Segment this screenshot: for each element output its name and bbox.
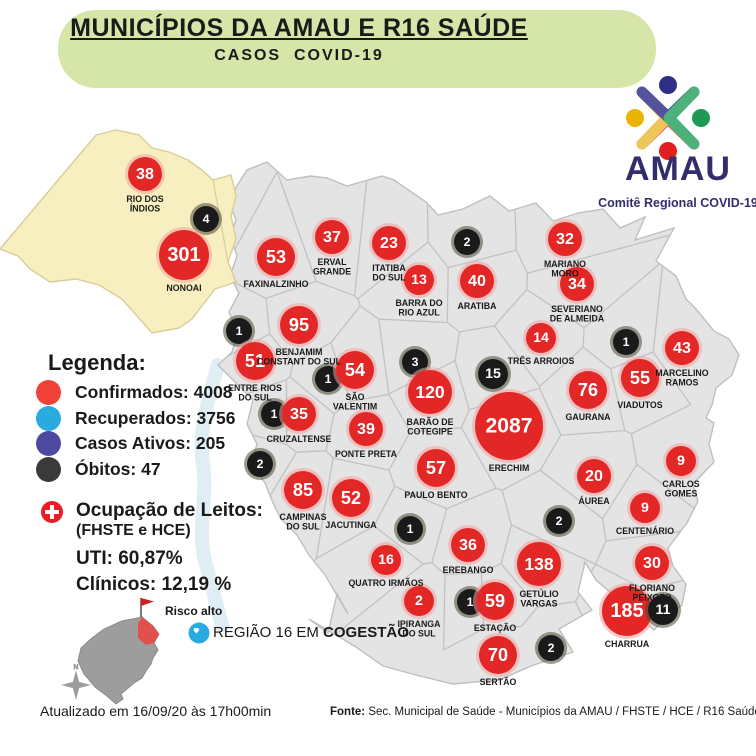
- svg-text:BARRA DO: BARRA DO: [395, 298, 442, 308]
- svg-text:2: 2: [464, 235, 471, 249]
- svg-text:37: 37: [323, 228, 341, 246]
- svg-text:2087: 2087: [486, 415, 533, 438]
- svg-text:120: 120: [415, 382, 445, 402]
- svg-text:52: 52: [341, 488, 361, 508]
- svg-text:40: 40: [468, 272, 486, 290]
- svg-text:36: 36: [459, 536, 477, 554]
- svg-text:1: 1: [271, 407, 278, 421]
- svg-text:95: 95: [289, 315, 309, 335]
- svg-text:MARCELINO: MARCELINO: [655, 368, 708, 378]
- svg-text:185: 185: [610, 600, 643, 622]
- svg-text:138: 138: [524, 554, 554, 574]
- svg-text:53: 53: [266, 247, 286, 267]
- svg-text:70: 70: [488, 645, 508, 665]
- svg-text:9: 9: [641, 500, 649, 516]
- svg-text:301: 301: [167, 244, 200, 266]
- svg-text:RAMOS: RAMOS: [666, 378, 699, 388]
- svg-text:MARIANO: MARIANO: [544, 259, 586, 269]
- svg-text:ENTRE RIOS: ENTRE RIOS: [228, 383, 282, 393]
- svg-text:4: 4: [203, 212, 210, 226]
- svg-text:38: 38: [136, 165, 154, 183]
- svg-text:SERTÃO: SERTÃO: [480, 677, 517, 687]
- svg-text:EREBANGO: EREBANGO: [443, 565, 494, 575]
- svg-text:2: 2: [556, 514, 563, 528]
- svg-text:VALENTIM: VALENTIM: [333, 402, 377, 412]
- svg-text:ÁUREA: ÁUREA: [578, 496, 610, 506]
- svg-text:76: 76: [578, 380, 598, 400]
- svg-text:DE ALMEIDA: DE ALMEIDA: [550, 314, 605, 324]
- svg-text:GETÚLIO: GETÚLIO: [519, 588, 558, 599]
- svg-text:DO SUL: DO SUL: [286, 522, 320, 532]
- svg-text:20: 20: [585, 467, 603, 485]
- svg-text:PEIXOTO: PEIXOTO: [633, 593, 672, 603]
- svg-text:JACUTINGA: JACUTINGA: [325, 520, 377, 530]
- svg-text:DO SUL: DO SUL: [238, 393, 272, 403]
- svg-text:2: 2: [548, 641, 555, 655]
- svg-text:TRÊS ARROIOS: TRÊS ARROIOS: [508, 355, 575, 366]
- svg-text:30: 30: [643, 554, 661, 572]
- svg-text:MORO: MORO: [551, 269, 579, 279]
- svg-text:59: 59: [485, 591, 505, 611]
- svg-text:NONOAI: NONOAI: [166, 283, 201, 293]
- svg-text:ARATIBA: ARATIBA: [458, 301, 498, 311]
- svg-text:CENTENÁRIO: CENTENÁRIO: [616, 526, 674, 536]
- svg-text:11: 11: [656, 602, 671, 618]
- svg-text:14: 14: [533, 330, 549, 346]
- svg-text:DO SUL: DO SUL: [372, 273, 406, 283]
- svg-text:ERVAL: ERVAL: [317, 257, 347, 267]
- svg-text:13: 13: [411, 272, 427, 288]
- svg-text:ERECHIM: ERECHIM: [489, 463, 530, 473]
- svg-text:1: 1: [467, 595, 474, 609]
- svg-text:1: 1: [325, 372, 332, 386]
- svg-text:PAULO BENTO: PAULO BENTO: [404, 490, 467, 500]
- svg-text:ESTAÇÃO: ESTAÇÃO: [474, 623, 517, 633]
- svg-text:CHARRUA: CHARRUA: [605, 639, 650, 649]
- svg-text:BARÃO DE: BARÃO DE: [407, 417, 454, 427]
- svg-text:GOMES: GOMES: [665, 489, 698, 499]
- svg-text:1: 1: [407, 522, 414, 536]
- svg-text:15: 15: [485, 366, 501, 382]
- svg-text:GAURANA: GAURANA: [566, 412, 612, 422]
- svg-text:16: 16: [378, 552, 394, 568]
- svg-text:SÃO: SÃO: [345, 392, 364, 402]
- svg-text:23: 23: [380, 234, 398, 252]
- svg-text:N: N: [74, 664, 79, 671]
- svg-text:GRANDE: GRANDE: [313, 267, 351, 277]
- svg-text:CONSTANT DO SUL: CONSTANT DO SUL: [257, 357, 342, 367]
- svg-text:3: 3: [412, 355, 419, 369]
- svg-text:39: 39: [357, 420, 375, 438]
- svg-text:SEVERIANO: SEVERIANO: [551, 304, 603, 314]
- svg-text:54: 54: [345, 360, 365, 380]
- svg-text:CRUZALTENSE: CRUZALTENSE: [267, 434, 332, 444]
- svg-text:43: 43: [673, 339, 691, 357]
- svg-text:1: 1: [236, 324, 243, 338]
- svg-text:CAMPINAS: CAMPINAS: [280, 512, 327, 522]
- svg-text:VARGAS: VARGAS: [521, 599, 558, 609]
- svg-text:RIO AZUL: RIO AZUL: [398, 308, 440, 318]
- svg-text:57: 57: [426, 458, 446, 478]
- svg-text:2: 2: [257, 457, 264, 471]
- svg-text:1: 1: [623, 335, 630, 349]
- svg-text:QUATRO IRMÃOS: QUATRO IRMÃOS: [348, 578, 423, 588]
- svg-text:9: 9: [677, 453, 685, 469]
- svg-text:VIADUTOS: VIADUTOS: [617, 400, 662, 410]
- svg-text:85: 85: [293, 480, 313, 500]
- svg-text:FAXINALZINHO: FAXINALZINHO: [244, 279, 309, 289]
- svg-text:ÍNDIOS: ÍNDIOS: [130, 204, 160, 214]
- svg-text:CARLOS: CARLOS: [662, 479, 699, 489]
- svg-text:ITATIBA: ITATIBA: [372, 263, 406, 273]
- svg-text:35: 35: [290, 405, 308, 423]
- svg-text:FLORIANO: FLORIANO: [629, 583, 675, 593]
- svg-text:55: 55: [630, 368, 650, 388]
- svg-text:RIO DOS: RIO DOS: [126, 194, 163, 204]
- svg-text:PONTE PRETA: PONTE PRETA: [335, 449, 398, 459]
- svg-text:32: 32: [556, 230, 574, 248]
- svg-text:BENJAMIM: BENJAMIM: [276, 347, 323, 357]
- svg-text:COTEGIPE: COTEGIPE: [407, 427, 453, 437]
- svg-text:2: 2: [415, 593, 423, 609]
